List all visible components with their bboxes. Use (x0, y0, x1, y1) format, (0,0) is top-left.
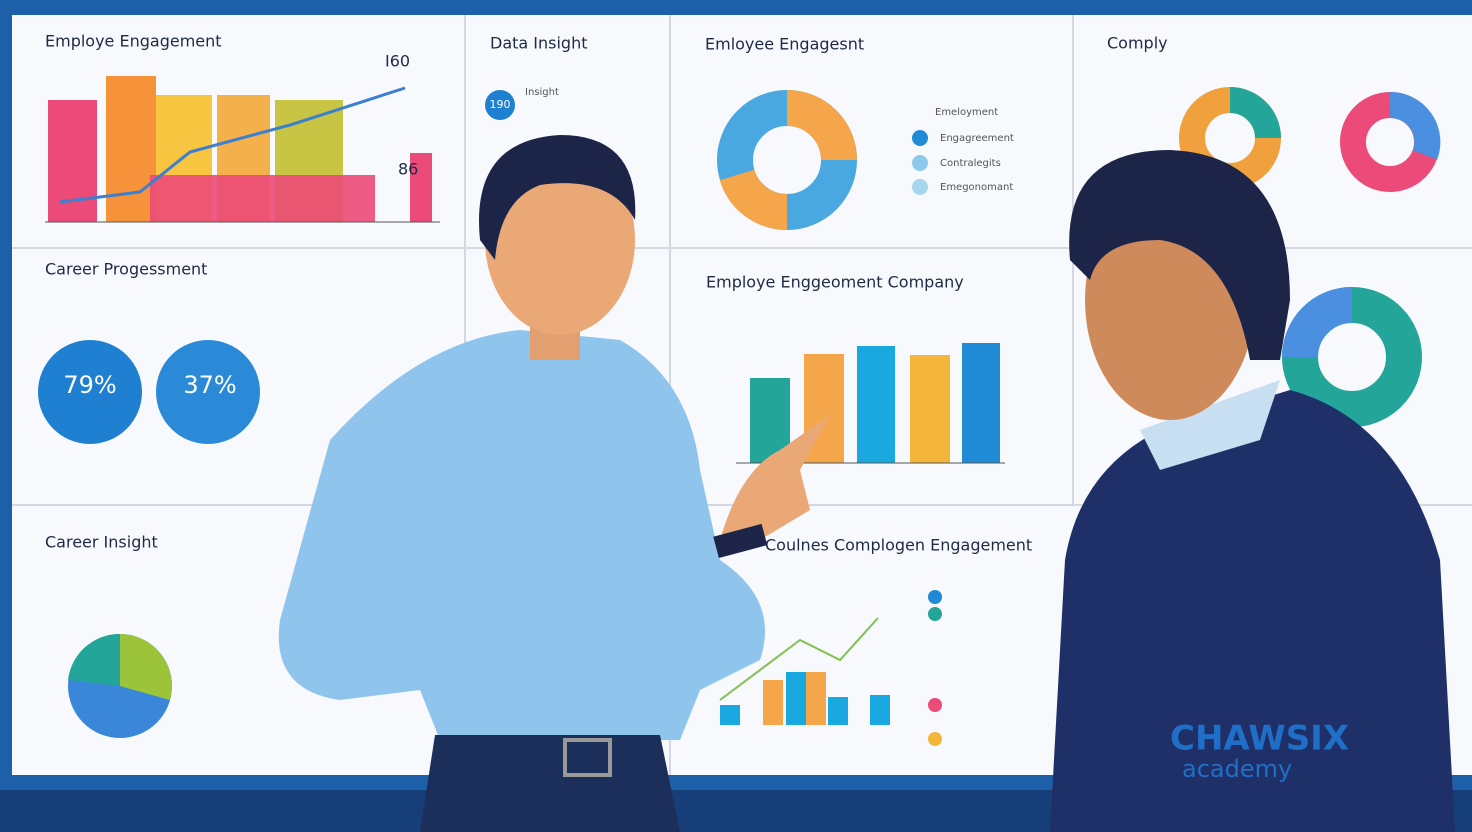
panel-title: Employe Engagement (45, 32, 222, 51)
legend-dot (912, 155, 928, 171)
panel-title: Career Insight (45, 533, 158, 552)
suit (1050, 390, 1455, 832)
legend-label: Emeloyment (935, 107, 998, 118)
bar (857, 346, 895, 463)
label: I60 (385, 52, 410, 71)
percent-circle (156, 340, 260, 444)
bar (410, 153, 432, 222)
panel-title: Data Insight (490, 34, 588, 53)
person (278, 135, 830, 832)
bar (48, 100, 97, 222)
bar (786, 672, 806, 725)
bar (150, 175, 375, 222)
trend-line (59, 86, 406, 204)
legend-dot (928, 732, 942, 746)
bar (106, 76, 156, 222)
shirt (278, 330, 765, 740)
panel-title: Coulnes Complogen Engagement (765, 536, 1032, 555)
bar (910, 355, 950, 463)
bar (870, 695, 890, 725)
bar (828, 697, 848, 725)
trousers (420, 735, 680, 832)
bar-chart (719, 617, 890, 725)
percent-label: 79% (63, 371, 116, 399)
legend-label: Engagreement (940, 133, 1014, 144)
legend-dot (912, 130, 928, 146)
person (1050, 150, 1455, 832)
panel-title: Emloyee Engagesnt (705, 35, 864, 54)
panel-title: Employe Enggeoment Company (706, 273, 964, 292)
bar-chart (736, 343, 1005, 464)
badge (485, 90, 515, 120)
legend-label: Emegonomant (940, 182, 1013, 193)
badge-label: 190 (490, 98, 511, 111)
legend-dot (928, 607, 942, 621)
hair (479, 135, 636, 260)
label: Insight (525, 87, 559, 98)
bar-chart (45, 76, 440, 223)
panel-title: Comply (1107, 34, 1168, 53)
bar (806, 672, 826, 725)
bar (763, 680, 783, 725)
belt-buckle (563, 738, 612, 777)
pie-slice (68, 633, 120, 686)
donut-segment (786, 90, 857, 161)
panel-title: Career Progessment (45, 260, 207, 279)
hair (1069, 150, 1290, 360)
percent-label: 37% (183, 371, 236, 399)
label: 86 (398, 160, 418, 179)
bar (962, 343, 1000, 463)
legend-dot (928, 590, 942, 604)
hand (720, 415, 830, 540)
watch (713, 523, 768, 559)
donut-segment (1229, 87, 1281, 139)
bar (720, 705, 740, 725)
trend-line (719, 617, 879, 701)
legend-label: Contralegits (940, 158, 1001, 169)
collar (1140, 380, 1280, 470)
legend-dot (928, 698, 942, 712)
donut-segment (1282, 287, 1353, 358)
legend-dot (912, 179, 928, 195)
donut-segment (1389, 91, 1441, 160)
donut-segment (719, 168, 788, 231)
percent-circle (38, 340, 142, 444)
pie-slice (120, 634, 172, 700)
logo-name: CHAWSIX (1170, 719, 1349, 759)
logo-tagline: academy (1182, 755, 1292, 783)
